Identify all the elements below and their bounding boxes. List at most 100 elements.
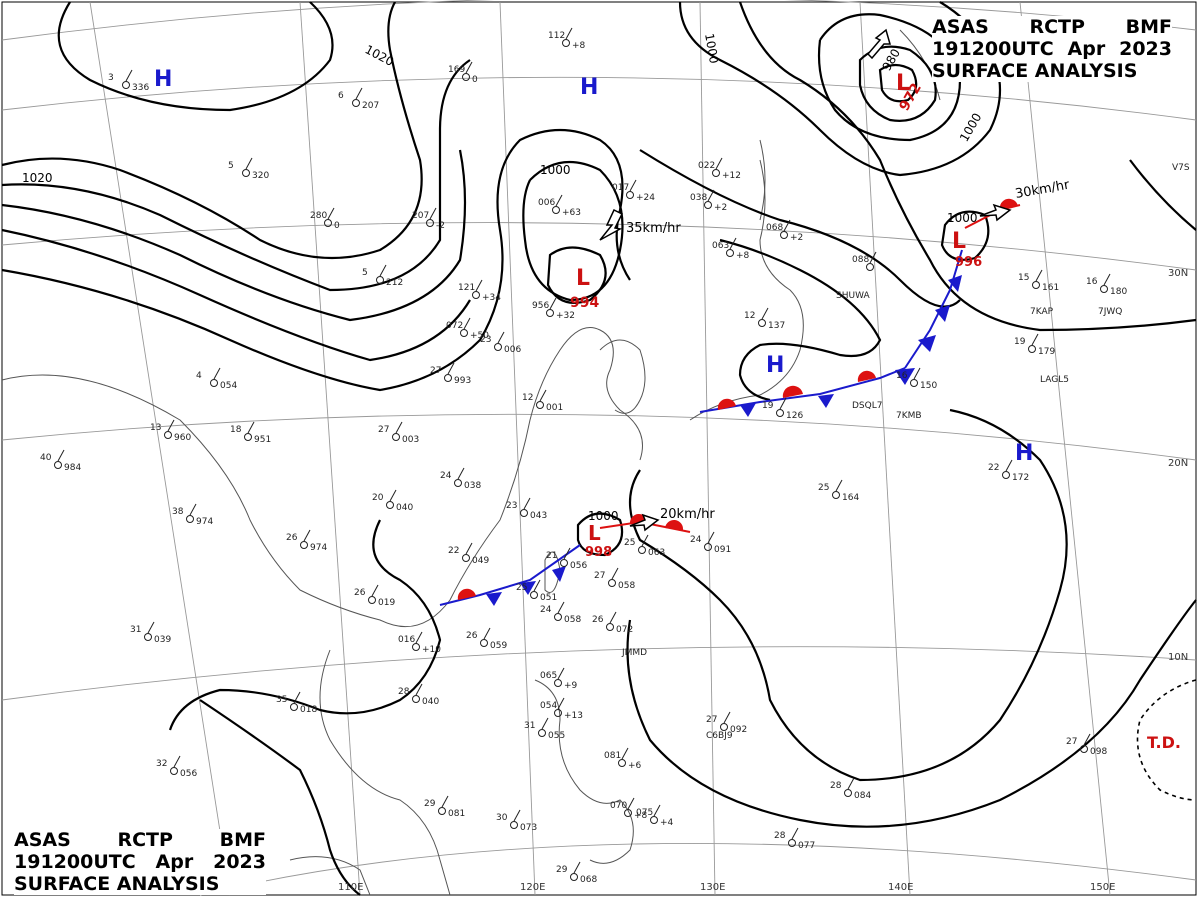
lon-label: 110E bbox=[338, 882, 363, 893]
station-pressure: 059 bbox=[490, 641, 507, 651]
wind-barb bbox=[483, 627, 491, 640]
station-plot: 016 +10 bbox=[398, 631, 441, 655]
station-pressure: 179 bbox=[1038, 347, 1055, 357]
isobar-label: 1000 bbox=[957, 111, 984, 144]
station-circle bbox=[54, 461, 62, 469]
wind-barb bbox=[573, 861, 581, 874]
ship-id-label: LAGL5 bbox=[1040, 375, 1069, 385]
wind-barb bbox=[389, 489, 397, 502]
station-pressure: 974 bbox=[310, 543, 327, 553]
station-plot: 40 984 bbox=[40, 449, 81, 473]
station-plot: 27 058 bbox=[594, 567, 635, 591]
station-plot: 38 974 bbox=[172, 503, 213, 527]
coast-japan bbox=[689, 159, 804, 421]
station-value: 19 bbox=[762, 401, 774, 411]
station-plot: 072 +50 bbox=[446, 317, 489, 341]
lon-label: 130E bbox=[700, 882, 725, 893]
station-value: 19 bbox=[1014, 337, 1026, 347]
station-pressure: 098 bbox=[1090, 747, 1107, 757]
isobar-far-east bbox=[1129, 159, 1197, 231]
isobar-south-china-sea bbox=[199, 699, 361, 896]
station-circle bbox=[472, 291, 480, 299]
station-plot: 19 126 bbox=[762, 397, 803, 421]
station-value: 27 bbox=[378, 425, 389, 435]
wind-barb bbox=[463, 317, 471, 330]
parallel-30n bbox=[1, 222, 1197, 271]
station-plot: 24 038 bbox=[440, 467, 481, 491]
station-plot: 26 072 bbox=[592, 611, 633, 635]
coast-china bbox=[1, 327, 643, 628]
station-pressure: +34 bbox=[482, 293, 501, 303]
station-plot: 038 +2 bbox=[690, 189, 727, 213]
station-pressure: +2 bbox=[790, 233, 803, 243]
header-line3: SURFACE ANALYSIS bbox=[932, 60, 1172, 82]
map-header-top: ASAS RCTP BMF 191200UTC Apr 2023 SURFACE… bbox=[932, 16, 1172, 82]
wind-barb bbox=[779, 397, 787, 410]
station-circle bbox=[412, 643, 420, 651]
isobar-label: 1020 bbox=[363, 42, 397, 69]
cold-front-triangle bbox=[918, 335, 936, 352]
wind-barb bbox=[475, 279, 483, 292]
isobar-1020-main bbox=[1, 1, 423, 260]
station-pressure: 993 bbox=[454, 376, 471, 386]
station-plot: 25 164 bbox=[818, 479, 859, 503]
station-circle bbox=[776, 409, 784, 417]
station-circle bbox=[480, 639, 488, 647]
parallel-40n bbox=[1, 76, 1197, 121]
wind-barb bbox=[549, 297, 557, 310]
header-office: BMF bbox=[1125, 16, 1172, 38]
station-plot: 16 150 bbox=[896, 367, 937, 391]
wind-barb bbox=[457, 467, 465, 480]
station-value: 207 bbox=[412, 211, 429, 221]
wind-barb bbox=[621, 747, 629, 760]
isobar-label: 1020 bbox=[22, 171, 53, 185]
station-plot: 26 059 bbox=[466, 627, 507, 651]
station-pressure: 054 bbox=[220, 381, 237, 391]
station-value: 25 bbox=[624, 538, 635, 548]
header-line1: ASAS RCTP BMF bbox=[14, 829, 266, 851]
station-circle bbox=[546, 309, 554, 317]
station-circle bbox=[170, 767, 178, 775]
station-circle bbox=[536, 401, 544, 409]
low-value: 996 bbox=[955, 255, 982, 270]
station-pressure: 051 bbox=[540, 593, 557, 603]
station-pressure: +6 bbox=[628, 761, 642, 771]
wind-barb bbox=[167, 419, 175, 432]
station-plot: 12 137 bbox=[744, 307, 785, 331]
station-pressure: 040 bbox=[396, 503, 413, 513]
station-circle bbox=[352, 99, 360, 107]
wind-barb bbox=[395, 421, 403, 434]
station-plot: 280 0 bbox=[310, 207, 340, 231]
station-circle bbox=[554, 679, 562, 687]
wind-barb bbox=[173, 755, 181, 768]
wind-barb bbox=[557, 667, 565, 680]
header-agency: ASAS bbox=[932, 16, 989, 38]
wind-barb bbox=[791, 827, 799, 840]
station-plot: 31 039 bbox=[130, 621, 171, 645]
station-pressure: +8 bbox=[736, 251, 750, 261]
station-pressure: 951 bbox=[254, 435, 271, 445]
station-circle bbox=[618, 759, 626, 767]
station-value: 27 bbox=[430, 366, 441, 376]
station-value: 12 bbox=[744, 311, 755, 321]
station-value: 22 bbox=[988, 463, 999, 473]
header-year: 2023 bbox=[213, 851, 266, 873]
wind-barb bbox=[847, 777, 855, 790]
station-value: 16 bbox=[1086, 277, 1098, 287]
wind-barb bbox=[447, 362, 455, 375]
station-pressure: 126 bbox=[786, 411, 803, 421]
header-line1: ASAS RCTP BMF bbox=[932, 16, 1172, 38]
station-circle bbox=[726, 249, 734, 257]
isobar-low-990 bbox=[817, 13, 962, 142]
isobar-1000-low bbox=[522, 160, 624, 302]
station-value: 26 bbox=[466, 631, 478, 641]
station-value: 280 bbox=[310, 211, 327, 221]
wind-barb bbox=[465, 542, 473, 555]
isobar-low-996 bbox=[940, 210, 990, 261]
isobar-label: 980 bbox=[879, 46, 903, 73]
low-center: L bbox=[952, 229, 966, 254]
isobar-east-loop bbox=[738, 1, 1197, 332]
station-circle bbox=[626, 191, 634, 199]
wind-barb bbox=[729, 237, 737, 250]
wind-barb bbox=[653, 804, 661, 817]
